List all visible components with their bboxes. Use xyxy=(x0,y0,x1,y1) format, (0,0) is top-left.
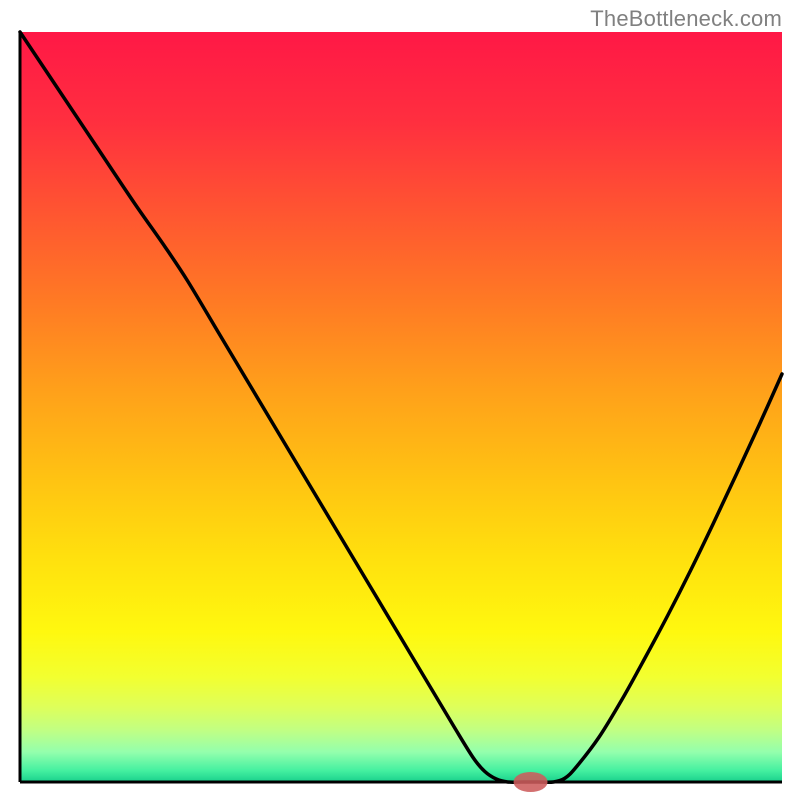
watermark-label: TheBottleneck.com xyxy=(590,6,782,32)
optimal-point-marker xyxy=(514,772,548,792)
chart-background xyxy=(20,32,782,782)
bottleneck-chart: TheBottleneck.com xyxy=(0,0,800,800)
chart-canvas xyxy=(0,0,800,800)
